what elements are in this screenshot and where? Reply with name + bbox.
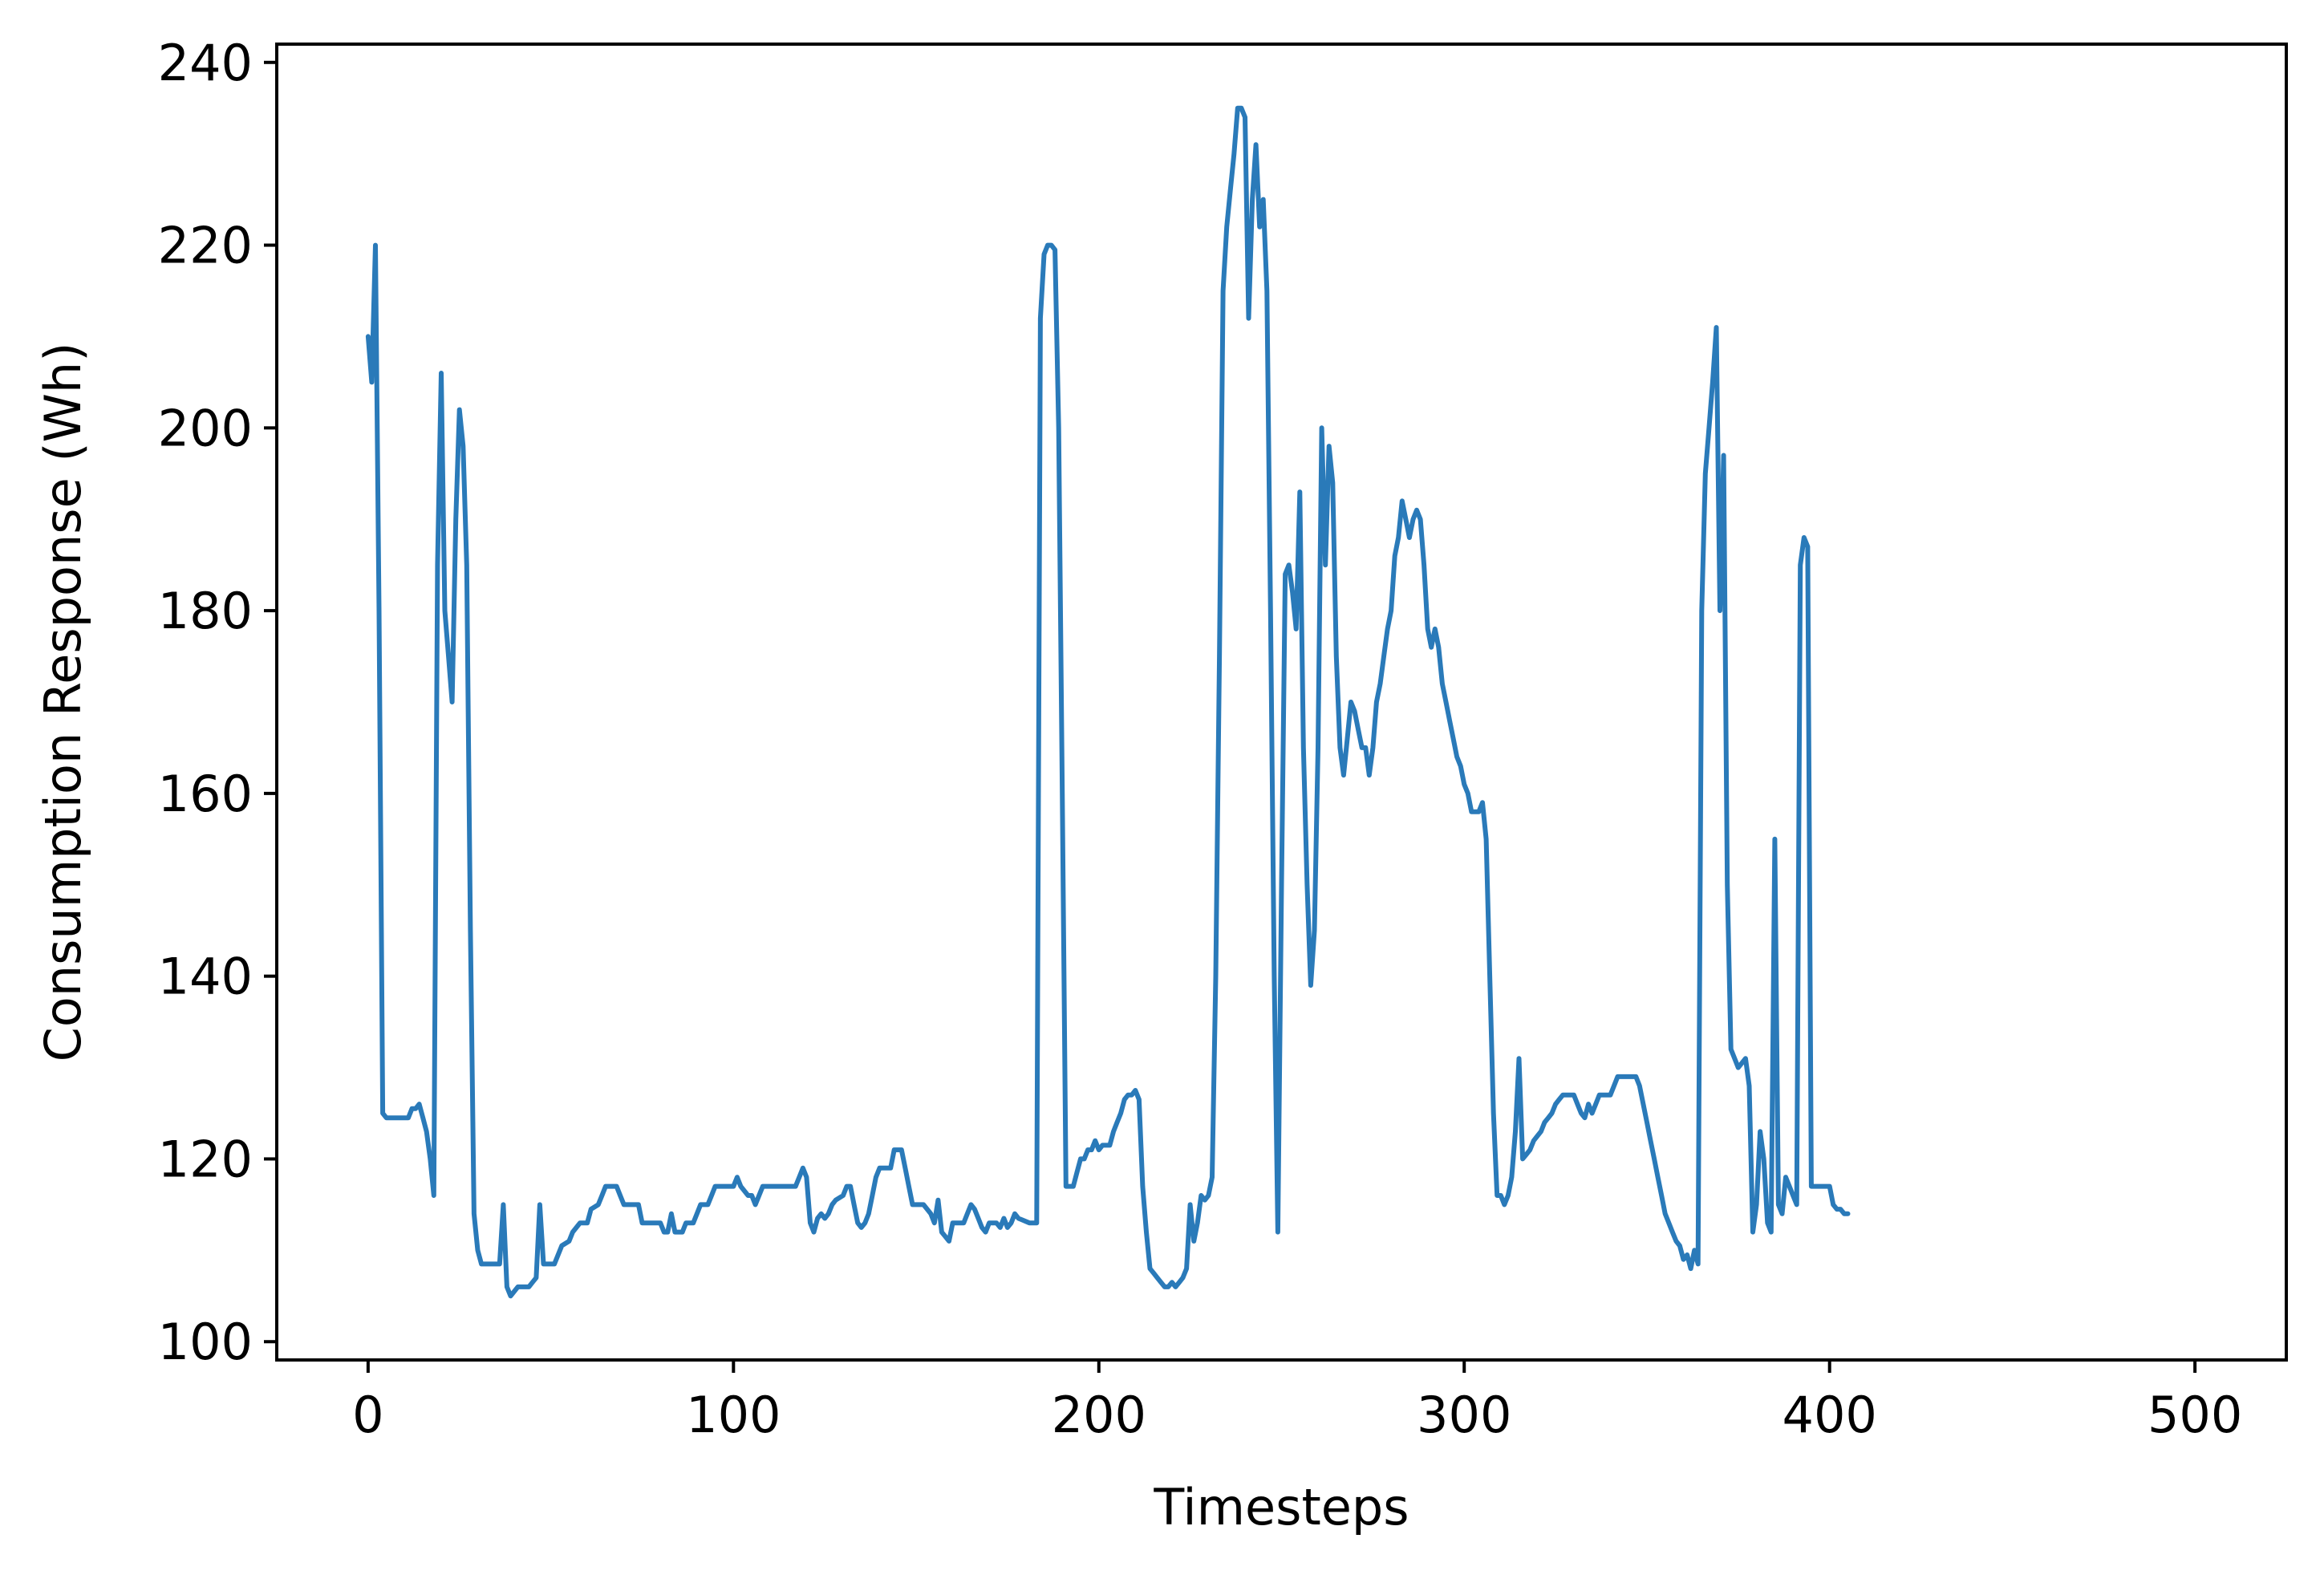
x-tick-label: 500 bbox=[2148, 1386, 2242, 1444]
x-axis-label: Timesteps bbox=[1153, 1478, 1409, 1536]
y-tick-label: 100 bbox=[158, 1313, 253, 1371]
x-tick-label: 200 bbox=[1052, 1386, 1146, 1444]
y-axis: 100 120 140 160 180 200 220 240 bbox=[158, 34, 277, 1371]
y-tick-label: 180 bbox=[158, 582, 253, 640]
x-axis: 0 100 200 300 400 500 bbox=[352, 1360, 2242, 1444]
y-tick-label: 200 bbox=[158, 399, 253, 457]
x-tick-label: 0 bbox=[352, 1386, 383, 1444]
plot-area bbox=[365, 105, 1851, 1299]
x-tick-label: 100 bbox=[686, 1386, 781, 1444]
x-tick-label: 300 bbox=[1417, 1386, 1511, 1444]
plot-frame bbox=[275, 43, 2288, 1362]
series-line bbox=[365, 105, 1851, 1299]
y-tick-label: 220 bbox=[158, 217, 253, 275]
y-tick-label: 120 bbox=[158, 1130, 253, 1188]
series-layer bbox=[365, 105, 1851, 1299]
y-axis-label: Consumption Response (Wh) bbox=[34, 343, 92, 1062]
x-tick-label: 400 bbox=[1783, 1386, 1877, 1444]
y-tick-label: 240 bbox=[158, 34, 253, 92]
y-tick-label: 140 bbox=[158, 948, 253, 1006]
y-tick-label: 160 bbox=[158, 765, 253, 823]
